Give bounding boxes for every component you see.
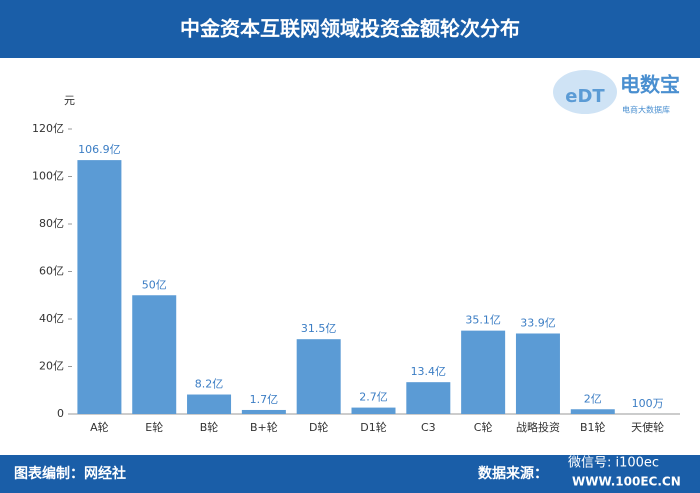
- x-tick-label: D1轮: [360, 420, 386, 434]
- y-tick-label: 120亿: [32, 122, 64, 135]
- value-label: 2亿: [584, 392, 602, 405]
- chart-title: 中金资本互联网领域投资金额轮次分布: [180, 17, 520, 41]
- x-tick-label: C轮: [474, 420, 493, 434]
- footer-source: 数据来源：: [478, 465, 548, 482]
- y-axis-label: 元: [64, 94, 75, 107]
- bar: [296, 339, 341, 414]
- logo-cloud: [553, 70, 617, 114]
- x-tick-label: B+轮: [250, 420, 278, 434]
- value-label: 8.2亿: [195, 378, 224, 391]
- logo: eDT 电数宝 电商大数据库: [553, 70, 680, 115]
- x-tick-label: C3: [421, 421, 436, 434]
- x-tick-label: B轮: [200, 420, 219, 434]
- logo-mark: eDT: [565, 86, 605, 107]
- logo-name: 电数宝: [620, 73, 680, 97]
- value-label: 35.1亿: [465, 314, 501, 327]
- value-label: 13.4亿: [411, 365, 447, 378]
- value-label: 2.7亿: [359, 391, 388, 404]
- value-label: 31.5亿: [301, 322, 337, 335]
- x-tick-label: A轮: [90, 420, 109, 434]
- value-label: 33.9亿: [520, 316, 556, 329]
- bar: [187, 394, 232, 414]
- bar: [241, 409, 286, 414]
- y-tick-label: 40亿: [39, 312, 64, 325]
- value-label: 100万: [632, 397, 664, 410]
- y-tick-label: 20亿: [39, 360, 64, 373]
- bar: [515, 333, 560, 414]
- bar: [351, 407, 396, 414]
- footer-editor: 图表编制：网经社: [14, 465, 126, 482]
- x-tick-label: 战略投资: [516, 420, 560, 434]
- bar: [132, 295, 177, 414]
- footer-site: WWW.100EC.CN: [572, 475, 681, 489]
- bar: [406, 382, 451, 414]
- value-label: 50亿: [142, 278, 167, 291]
- x-tick-label: B1轮: [580, 420, 606, 434]
- y-tick-label: 60亿: [39, 265, 64, 278]
- x-tick-label: 天使轮: [631, 420, 664, 434]
- logo-tagline: 电商大数据库: [622, 105, 670, 115]
- footer-bar: [0, 455, 700, 493]
- value-label: 1.7亿: [250, 393, 279, 406]
- x-tick-label: D轮: [309, 420, 328, 434]
- footer-wechat: 微信号: i100ec: [568, 456, 659, 471]
- y-tick-label: 100亿: [32, 170, 64, 183]
- y-tick-label: 0: [57, 407, 64, 420]
- bar: [77, 160, 122, 414]
- bar: [461, 330, 506, 414]
- x-tick-label: E轮: [145, 420, 163, 434]
- header-bar: [0, 0, 700, 58]
- bar: [570, 409, 615, 414]
- value-label: 106.9亿: [78, 143, 121, 156]
- y-tick-label: 80亿: [39, 217, 64, 230]
